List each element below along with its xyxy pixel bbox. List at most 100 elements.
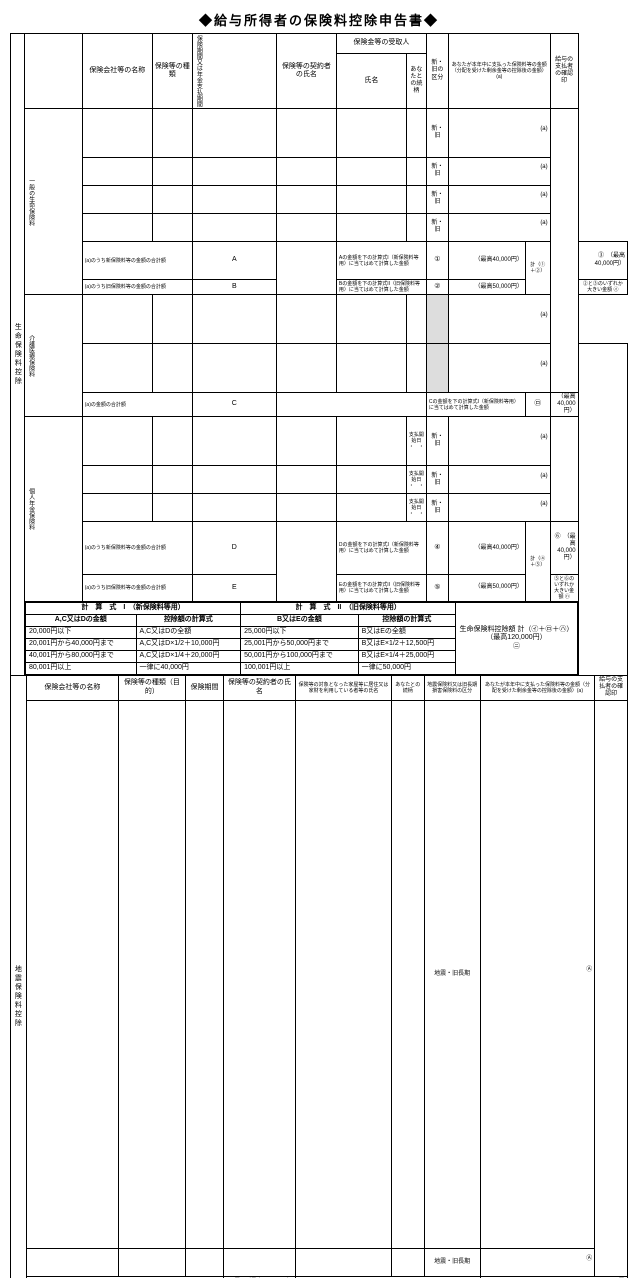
- confirm-cell[interactable]: [578, 344, 627, 676]
- cell[interactable]: [276, 157, 336, 185]
- cell[interactable]: [406, 185, 426, 213]
- cell[interactable]: [192, 213, 276, 241]
- newold-opt[interactable]: 新・旧: [426, 466, 448, 494]
- cell[interactable]: [276, 392, 426, 417]
- cell[interactable]: [192, 466, 276, 494]
- d-new-label: (a)のうち新保険料等の金額の合計額: [82, 522, 192, 575]
- cell[interactable]: [152, 185, 192, 213]
- cell[interactable]: [192, 344, 276, 393]
- q-hdr-type: 保険等の種類（目的）: [118, 676, 186, 701]
- amount-cell[interactable]: (a): [448, 295, 550, 344]
- cell[interactable]: [336, 417, 406, 466]
- cell[interactable]: [152, 157, 192, 185]
- cell[interactable]: [276, 344, 336, 393]
- cell[interactable]: [152, 494, 192, 522]
- cell[interactable]: [152, 417, 192, 466]
- cell[interactable]: [391, 700, 424, 1249]
- cell[interactable]: [152, 213, 192, 241]
- cell[interactable]: [192, 494, 276, 522]
- cell[interactable]: [406, 295, 426, 344]
- cell[interactable]: [276, 185, 336, 213]
- amount-cell[interactable]: (a): [448, 417, 550, 466]
- amount-cell[interactable]: Ⓐ: [480, 1249, 595, 1277]
- cell[interactable]: [336, 109, 406, 158]
- cell[interactable]: [276, 109, 336, 158]
- cell[interactable]: [118, 700, 186, 1249]
- newold-opt[interactable]: 新・旧: [426, 157, 448, 185]
- cell[interactable]: [406, 344, 426, 393]
- mark-ro: ㋺: [525, 392, 550, 417]
- cell[interactable]: [82, 417, 152, 466]
- cell[interactable]: [336, 466, 406, 494]
- newold-opt[interactable]: 新・旧: [426, 213, 448, 241]
- newold-opt[interactable]: 新・旧: [426, 185, 448, 213]
- confirm-cell[interactable]: [550, 109, 578, 393]
- cell[interactable]: [192, 417, 276, 466]
- cell[interactable]: [27, 1249, 118, 1277]
- cell[interactable]: [276, 522, 336, 602]
- sum-old-val[interactable]: Ⓒ 円: [480, 1277, 627, 1278]
- calc-cell: 40,001円から80,000円まで: [26, 651, 137, 663]
- amount-cell[interactable]: (a): [448, 494, 550, 522]
- cell[interactable]: [406, 213, 426, 241]
- mark-4: ④: [426, 522, 448, 575]
- newold-opt[interactable]: 新・旧: [426, 494, 448, 522]
- cell[interactable]: [82, 494, 152, 522]
- cell[interactable]: [276, 417, 336, 466]
- cell[interactable]: [336, 344, 406, 393]
- cell[interactable]: [223, 1249, 295, 1277]
- cell[interactable]: [152, 295, 192, 344]
- kind-opt[interactable]: 地震・旧長期: [424, 1249, 480, 1277]
- cell[interactable]: [276, 494, 336, 522]
- cell[interactable]: [336, 295, 406, 344]
- cell[interactable]: [186, 700, 223, 1249]
- amount-cell[interactable]: (a): [448, 466, 550, 494]
- calc-e-label: Eの金額を下の計算式II（旧保険料等用）に当てはめて計算した金額: [336, 575, 426, 602]
- amount-cell[interactable]: (a): [448, 157, 550, 185]
- cell[interactable]: [276, 295, 336, 344]
- sum-quake-val[interactable]: Ⓑ （最高50,000円）円: [223, 1277, 295, 1278]
- cell[interactable]: [336, 157, 406, 185]
- cell[interactable]: [152, 466, 192, 494]
- cell[interactable]: [296, 1249, 392, 1277]
- calc-c-label: Cの金額を下の計算式I（新保険料等用）に当てはめて計算した金額: [426, 392, 525, 417]
- amount-cell[interactable]: (a): [448, 185, 550, 213]
- cell[interactable]: [276, 466, 336, 494]
- cell[interactable]: [192, 295, 276, 344]
- amount-cell[interactable]: (a): [448, 344, 550, 393]
- cell[interactable]: [27, 700, 118, 1249]
- cell[interactable]: [82, 157, 152, 185]
- max40: （最高40,000円）: [550, 392, 578, 417]
- newold-opt[interactable]: 新・旧: [426, 109, 448, 158]
- cell[interactable]: [82, 109, 152, 158]
- cell[interactable]: [152, 344, 192, 393]
- cell[interactable]: [192, 185, 276, 213]
- cell[interactable]: [406, 109, 426, 158]
- cell[interactable]: [152, 109, 192, 158]
- cell[interactable]: [336, 494, 406, 522]
- cell[interactable]: [192, 157, 276, 185]
- cell[interactable]: [118, 1249, 186, 1277]
- amount-cell[interactable]: (a): [448, 109, 550, 158]
- cell[interactable]: [406, 157, 426, 185]
- confirm-cell[interactable]: [595, 700, 628, 1277]
- cell[interactable]: [186, 1249, 223, 1277]
- cell[interactable]: [82, 466, 152, 494]
- newold-opt[interactable]: 新・旧: [426, 417, 448, 466]
- kind-opt[interactable]: 地震・旧長期: [424, 700, 480, 1249]
- cell[interactable]: [276, 241, 336, 294]
- cell[interactable]: [296, 700, 392, 1249]
- cell[interactable]: [336, 185, 406, 213]
- cell[interactable]: [223, 700, 295, 1249]
- cell[interactable]: [391, 1249, 424, 1277]
- amount-cell[interactable]: Ⓐ: [480, 700, 595, 1249]
- amount-cell[interactable]: (a): [448, 213, 550, 241]
- cell[interactable]: [82, 344, 152, 393]
- d-old-label: (a)のうち旧保険料等の金額の合計額: [82, 575, 192, 602]
- cell[interactable]: [192, 109, 276, 158]
- cell[interactable]: [336, 213, 406, 241]
- cell[interactable]: [82, 295, 152, 344]
- cell[interactable]: [82, 185, 152, 213]
- cell[interactable]: [82, 213, 152, 241]
- cell[interactable]: [276, 213, 336, 241]
